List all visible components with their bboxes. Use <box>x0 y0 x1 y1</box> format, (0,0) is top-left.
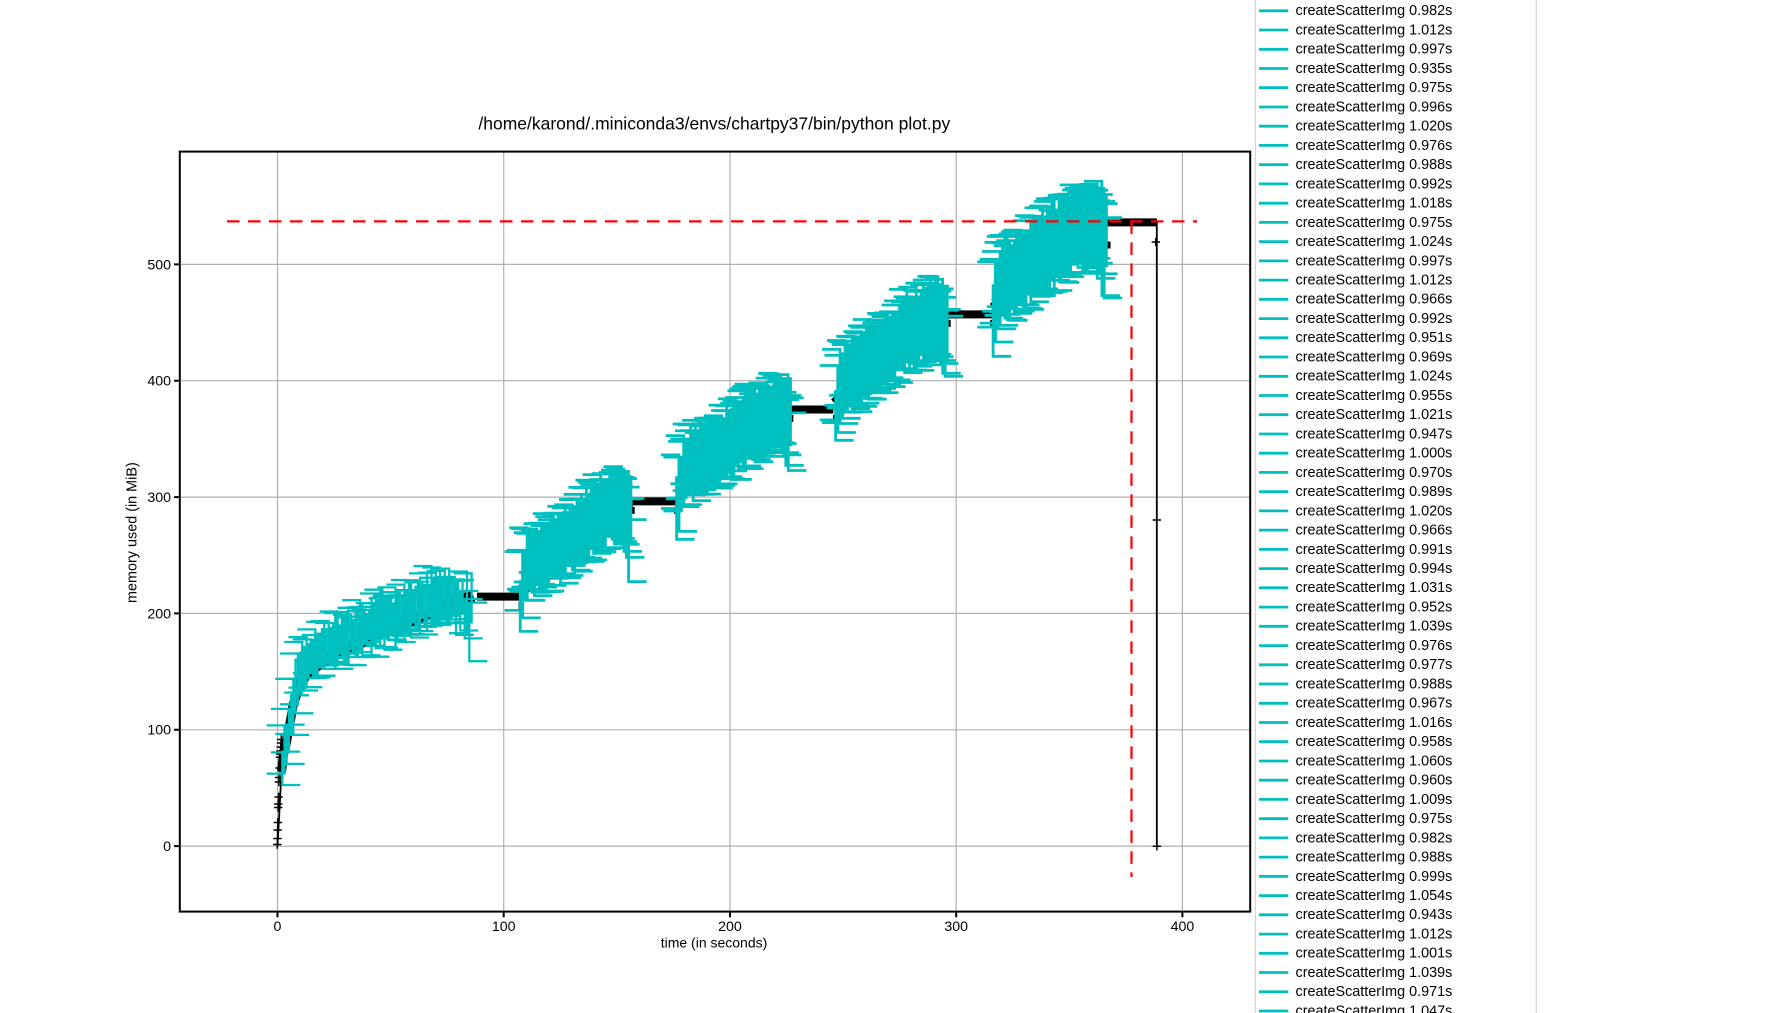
svg-text:createScatterImg 1.021s: createScatterImg 1.021s <box>1296 407 1453 423</box>
svg-text:createScatterImg 1.060s: createScatterImg 1.060s <box>1296 753 1453 769</box>
svg-text:createScatterImg 1.016s: createScatterImg 1.016s <box>1296 715 1453 731</box>
svg-text:createScatterImg 1.020s: createScatterImg 1.020s <box>1296 503 1453 519</box>
svg-text:createScatterImg 0.971s: createScatterImg 0.971s <box>1296 984 1453 1000</box>
svg-text:createScatterImg 0.991s: createScatterImg 0.991s <box>1296 542 1453 558</box>
svg-text:createScatterImg 1.047s: createScatterImg 1.047s <box>1296 1003 1453 1013</box>
svg-text:createScatterImg 1.018s: createScatterImg 1.018s <box>1296 196 1453 212</box>
svg-text:createScatterImg 1.000s: createScatterImg 1.000s <box>1296 446 1453 462</box>
svg-text:createScatterImg 0.958s: createScatterImg 0.958s <box>1296 734 1453 750</box>
svg-text:createScatterImg 1.039s: createScatterImg 1.039s <box>1296 619 1453 635</box>
svg-text:createScatterImg 0.994s: createScatterImg 0.994s <box>1296 561 1453 577</box>
svg-text:400: 400 <box>1171 919 1195 935</box>
svg-text:createScatterImg 0.970s: createScatterImg 0.970s <box>1296 465 1453 481</box>
svg-text:createScatterImg 1.039s: createScatterImg 1.039s <box>1296 965 1453 981</box>
svg-text:createScatterImg 0.989s: createScatterImg 0.989s <box>1296 484 1453 500</box>
svg-text:100: 100 <box>492 919 516 935</box>
svg-text:memory used (in MiB): memory used (in MiB) <box>125 462 141 603</box>
svg-text:createScatterImg 0.966s: createScatterImg 0.966s <box>1296 292 1453 308</box>
svg-text:createScatterImg 0.960s: createScatterImg 0.960s <box>1296 773 1453 789</box>
svg-text:500: 500 <box>147 257 171 273</box>
svg-text:createScatterImg 0.947s: createScatterImg 0.947s <box>1296 426 1453 442</box>
svg-text:createScatterImg 0.975s: createScatterImg 0.975s <box>1296 215 1453 231</box>
svg-text:createScatterImg 1.054s: createScatterImg 1.054s <box>1296 888 1453 904</box>
svg-text:createScatterImg 0.955s: createScatterImg 0.955s <box>1296 388 1453 404</box>
svg-text:createScatterImg 0.992s: createScatterImg 0.992s <box>1296 176 1453 192</box>
svg-text:createScatterImg 1.012s: createScatterImg 1.012s <box>1296 927 1453 943</box>
svg-text:100: 100 <box>147 723 171 739</box>
svg-text:createScatterImg 0.935s: createScatterImg 0.935s <box>1296 61 1453 77</box>
svg-text:createScatterImg 0.988s: createScatterImg 0.988s <box>1296 676 1453 692</box>
svg-text:200: 200 <box>718 919 742 935</box>
svg-text:time (in seconds): time (in seconds) <box>661 935 768 951</box>
svg-text:createScatterImg 0.992s: createScatterImg 0.992s <box>1296 311 1453 327</box>
svg-text:createScatterImg 0.977s: createScatterImg 0.977s <box>1296 657 1453 673</box>
svg-text:0: 0 <box>163 839 171 855</box>
svg-text:createScatterImg 0.975s: createScatterImg 0.975s <box>1296 80 1453 96</box>
svg-text:createScatterImg 1.009s: createScatterImg 1.009s <box>1296 792 1453 808</box>
svg-text:createScatterImg 0.951s: createScatterImg 0.951s <box>1296 330 1453 346</box>
svg-text:createScatterImg 0.976s: createScatterImg 0.976s <box>1296 638 1453 654</box>
svg-text:400: 400 <box>147 374 171 390</box>
svg-text:createScatterImg 1.024s: createScatterImg 1.024s <box>1296 369 1453 385</box>
svg-text:createScatterImg 1.012s: createScatterImg 1.012s <box>1296 273 1453 289</box>
svg-text:200: 200 <box>147 606 171 622</box>
svg-text:createScatterImg 0.988s: createScatterImg 0.988s <box>1296 157 1453 173</box>
svg-text:300: 300 <box>944 919 968 935</box>
svg-text:createScatterImg 0.982s: createScatterImg 0.982s <box>1296 3 1453 19</box>
svg-text:createScatterImg 0.969s: createScatterImg 0.969s <box>1296 349 1453 365</box>
svg-text:createScatterImg 0.996s: createScatterImg 0.996s <box>1296 99 1453 115</box>
svg-text:createScatterImg 0.997s: createScatterImg 0.997s <box>1296 42 1453 58</box>
svg-text:300: 300 <box>147 490 171 506</box>
svg-text:createScatterImg 0.982s: createScatterImg 0.982s <box>1296 830 1453 846</box>
svg-text:createScatterImg 0.988s: createScatterImg 0.988s <box>1296 850 1453 866</box>
svg-text:/home/karond/.miniconda3/envs/: /home/karond/.miniconda3/envs/chartpy37/… <box>478 114 950 134</box>
svg-text:createScatterImg 1.001s: createScatterImg 1.001s <box>1296 946 1453 962</box>
svg-text:createScatterImg 1.012s: createScatterImg 1.012s <box>1296 22 1453 38</box>
svg-text:createScatterImg 0.999s: createScatterImg 0.999s <box>1296 869 1453 885</box>
svg-text:createScatterImg 0.952s: createScatterImg 0.952s <box>1296 600 1453 616</box>
svg-text:createScatterImg 0.966s: createScatterImg 0.966s <box>1296 523 1453 539</box>
svg-text:createScatterImg 0.997s: createScatterImg 0.997s <box>1296 253 1453 269</box>
svg-text:createScatterImg 0.943s: createScatterImg 0.943s <box>1296 907 1453 923</box>
svg-text:0: 0 <box>274 919 282 935</box>
svg-text:createScatterImg 1.024s: createScatterImg 1.024s <box>1296 234 1453 250</box>
svg-text:createScatterImg 1.020s: createScatterImg 1.020s <box>1296 119 1453 135</box>
svg-text:createScatterImg 0.975s: createScatterImg 0.975s <box>1296 811 1453 827</box>
svg-text:createScatterImg 1.031s: createScatterImg 1.031s <box>1296 580 1453 596</box>
svg-text:createScatterImg 0.976s: createScatterImg 0.976s <box>1296 138 1453 154</box>
svg-text:createScatterImg 0.967s: createScatterImg 0.967s <box>1296 696 1453 712</box>
